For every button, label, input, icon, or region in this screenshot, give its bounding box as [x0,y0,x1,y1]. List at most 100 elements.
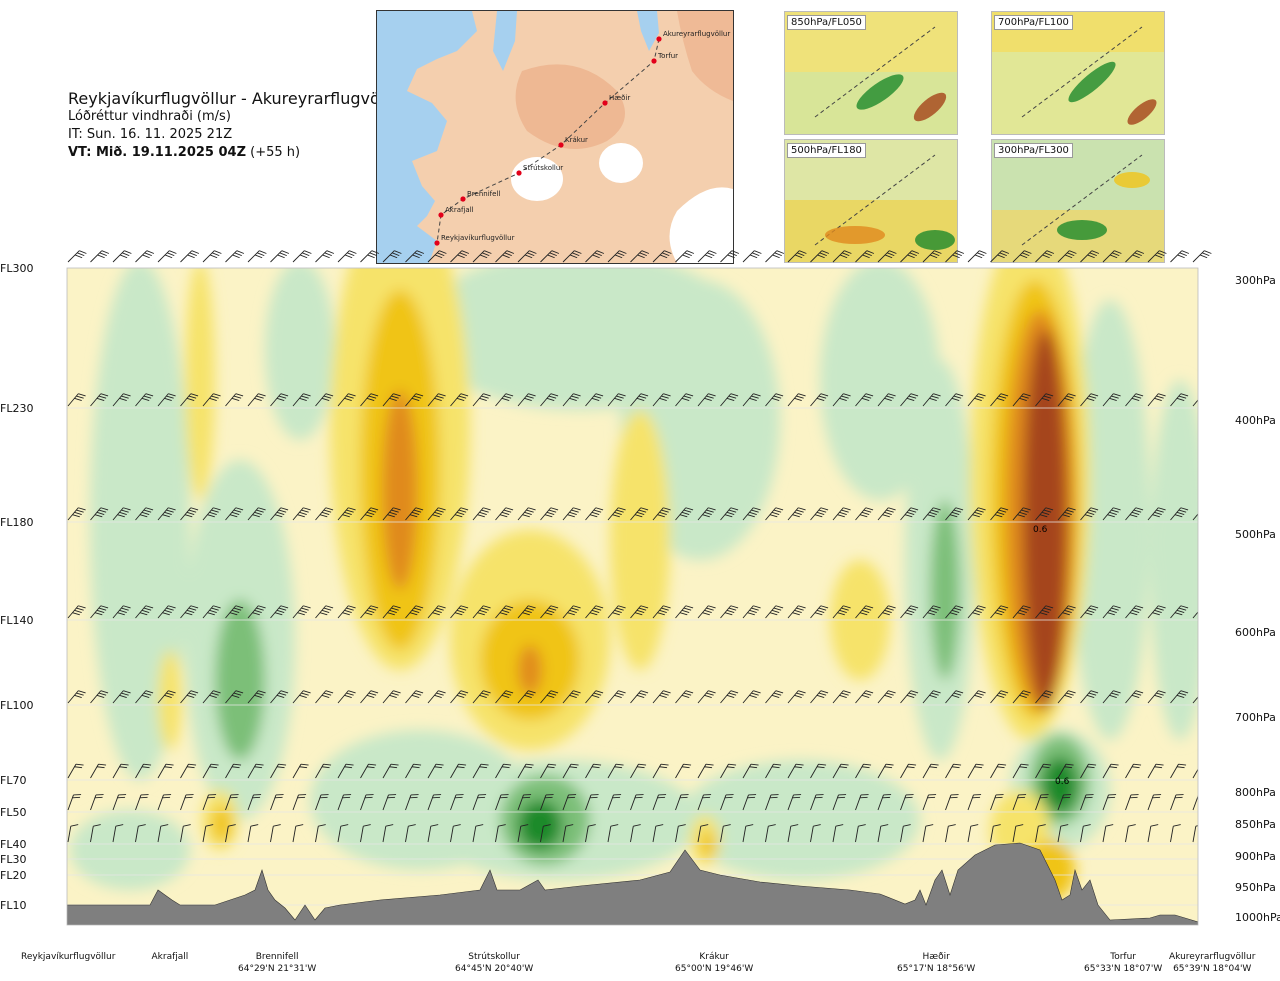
map-waypoint[interactable] [434,240,440,246]
site-name: Hæðir [922,952,950,962]
field-blob [820,268,940,500]
wind-barb [1035,507,1054,521]
wind-barb [787,250,807,263]
wind-barb [292,393,311,407]
site-coord: 65°17'N 18°56'W [897,964,976,974]
wind-barb [585,824,596,843]
fl-label: FL100 [0,699,34,712]
map-waypoint[interactable] [460,196,466,202]
wind-barb [472,763,489,779]
hpa-label: 800hPa [1235,786,1276,799]
wind-barb [855,794,869,811]
wind-barb [337,393,356,407]
wind-barb [225,763,242,779]
wind-barb [855,393,874,407]
wind-barb [382,605,401,619]
heatmap-blobs [70,268,1198,900]
wind-barb [630,794,644,811]
hpa-label: 900hPa [1235,850,1276,863]
wind-barb [630,393,649,407]
inset-850-svg [785,12,957,134]
wind-barb [675,690,694,704]
map-fjord-north [637,11,659,51]
wind-barb [540,393,559,407]
wind-barb [67,605,86,619]
wind-barb [630,605,649,619]
map-waypoint[interactable] [438,212,444,218]
field-blob [185,268,215,500]
wind-barb [562,690,581,704]
wind-barb [1102,824,1114,843]
map-glacier-langjokull [511,157,563,201]
wind-barb [540,763,557,779]
route-map-svg: Akureyrarflugvöllur Torfur Hæðir Krákur Strú… [377,11,733,263]
wind-barb [270,763,287,779]
wind-barb [1080,393,1099,407]
wind-barb [990,605,1009,619]
wind-barb [495,794,509,811]
wind-barb [427,507,446,521]
wind-barb [787,763,804,779]
wind-barb [315,605,334,619]
map-waypoint[interactable] [602,100,608,106]
wind-barb [292,794,307,811]
wind-barb [405,824,416,843]
inset-300[interactable]: 300hPa/FL300 [991,139,1165,263]
wind-barb [877,794,892,811]
wind-barb [247,605,266,619]
wind-barb [652,507,671,521]
valid-time-main: VT: Mið. 19.11.2025 04Z [68,145,247,160]
map-waypoint[interactable] [558,142,564,148]
wind-barb [562,763,579,779]
wind-barb [810,824,821,843]
wind-barb [967,250,987,263]
wind-barb [225,824,236,843]
wind-barb [990,763,1007,779]
wind-barb [472,794,487,811]
map-glacier-vatnajokull [669,187,733,263]
wind-barb [360,507,379,521]
wind-barb [292,690,311,704]
wind-barb [1147,824,1159,843]
wind-barb [202,824,214,843]
wind-barb [900,507,919,521]
wind-barb [382,507,401,521]
wind-barb [1057,507,1076,521]
wind-barb [1125,690,1144,704]
wind-barb [1192,250,1212,263]
map-waypoint[interactable] [516,170,522,176]
inset-850[interactable]: 850hPa/FL050 [784,11,958,135]
wind-barb [765,763,782,779]
wind-barb [855,690,874,704]
wind-barb [810,794,824,811]
wind-barb [967,824,979,843]
map-waypoint-label: Hæðir [609,94,630,102]
wind-barb [1012,794,1027,811]
wind-barb [922,393,941,407]
wind-barb [1170,763,1187,779]
wind-barb [607,393,626,407]
field-blob [70,810,190,890]
map-waypoints: Akureyrarflugvöllur Torfur Hæðir Krákur Strú… [434,30,730,246]
wind-barb [1192,824,1198,843]
inset-500[interactable]: 500hPa/FL180 [784,139,958,263]
inset-700[interactable]: 700hPa/FL100 [991,11,1165,135]
wind-barb [247,763,264,779]
wind-barb [630,250,650,263]
wind-barb [517,763,534,779]
wind-barb [1102,250,1122,263]
wind-barb [495,824,506,843]
map-waypoint[interactable] [656,36,662,42]
wind-barb [652,794,667,811]
wind-barb [742,507,761,521]
wind-barb [562,393,581,407]
wind-barb [877,824,889,843]
wind-barb [585,763,602,779]
map-waypoint[interactable] [651,58,657,64]
wind-barb [1057,794,1072,811]
wind-barb [247,507,266,521]
wind-barb [1080,824,1091,843]
wind-barb [450,507,469,521]
wind-barb [135,250,155,263]
annotation-label: 0.6 [1033,525,1048,535]
